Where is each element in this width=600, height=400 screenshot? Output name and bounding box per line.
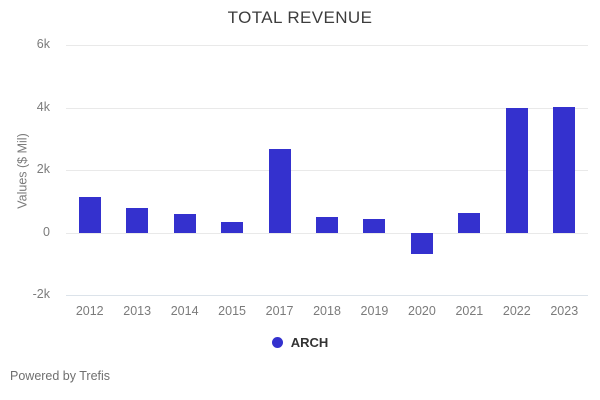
y-tick--2k: -2k <box>32 287 50 301</box>
bar-2022[interactable] <box>505 108 528 233</box>
bar-2014[interactable] <box>173 213 196 233</box>
bar-2021[interactable] <box>458 212 481 233</box>
gridline-0 <box>66 232 588 234</box>
x-label-2012: 2012 <box>75 304 104 318</box>
x-label-2018: 2018 <box>313 304 341 318</box>
legend-label: ARCH <box>290 335 329 350</box>
bar-2015[interactable] <box>221 221 244 233</box>
y-tick-0: 0 <box>43 224 50 239</box>
y-tick-4k: 4k <box>36 99 50 114</box>
powered-by-trefis-text: Powered by Trefis <box>10 369 111 383</box>
y-tick-6k: 6k <box>36 37 50 51</box>
y-tick-2k: 2k <box>36 162 50 176</box>
bar-2017[interactable] <box>268 148 291 233</box>
chart-title: TOTAL REVENUE <box>227 8 373 27</box>
gridline-6k <box>66 45 588 46</box>
x-label-2022: 2022 <box>502 304 531 318</box>
x-label-2015: 2015 <box>218 304 246 318</box>
x-label-2019: 2019 <box>360 304 389 318</box>
bar-2020[interactable] <box>410 232 433 255</box>
x-label-2021: 2021 <box>455 304 484 318</box>
gridline-2k <box>66 170 588 171</box>
x-label-2020: 2020 <box>408 304 436 318</box>
legend-item-arch[interactable]: ARCH <box>0 335 600 350</box>
legend-marker-icon <box>271 337 283 348</box>
bar-2013[interactable] <box>126 208 149 233</box>
bar-2023[interactable] <box>553 106 576 233</box>
x-label-2017: 2017 <box>265 304 294 318</box>
bar-2018[interactable] <box>316 216 338 233</box>
plot-area <box>66 45 588 296</box>
bar-2012[interactable] <box>78 196 101 233</box>
gridline-4k <box>66 107 588 109</box>
gridline--2k <box>66 295 588 296</box>
x-label-2023: 2023 <box>550 304 579 318</box>
x-label-2014: 2014 <box>170 304 199 318</box>
x-label-2013: 2013 <box>123 304 152 318</box>
bar-2019[interactable] <box>363 219 386 233</box>
